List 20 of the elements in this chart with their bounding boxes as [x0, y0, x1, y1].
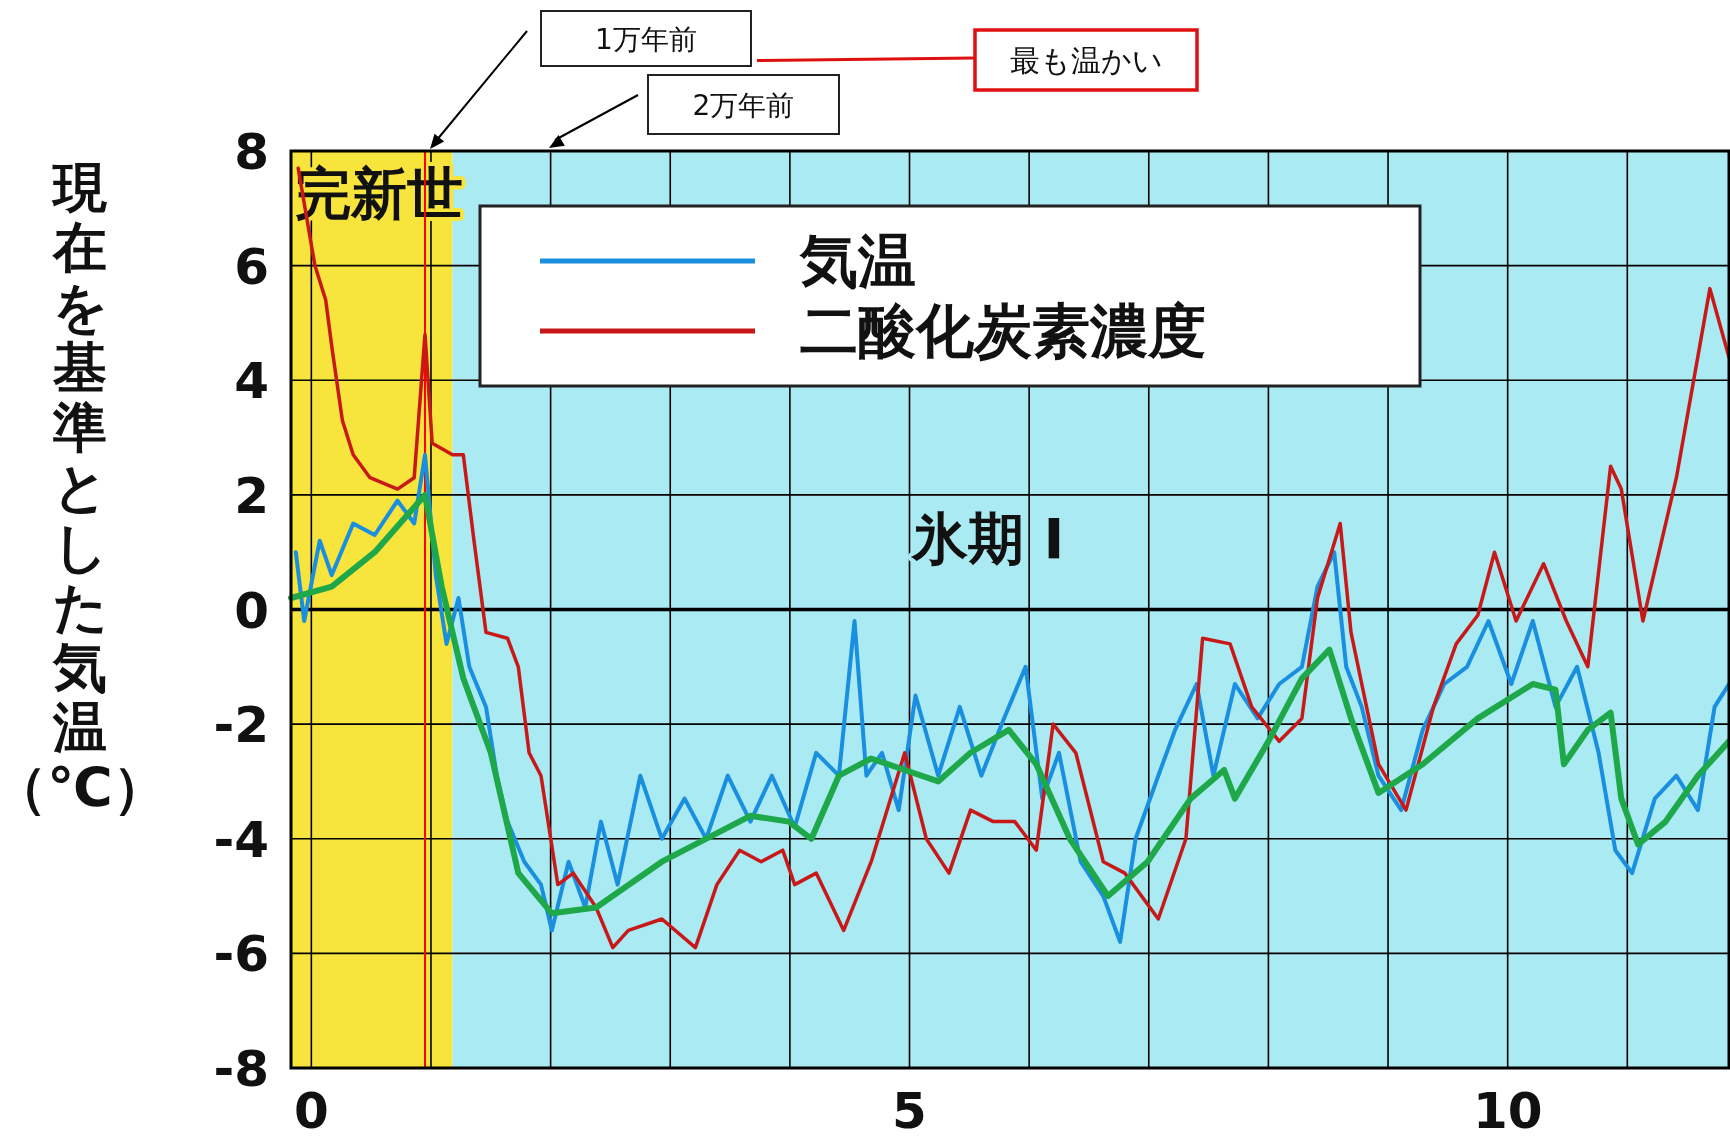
y-tick-label: 0	[234, 581, 269, 640]
text: 最も温かい	[1009, 43, 1163, 78]
y-tick-label: -2	[213, 696, 269, 755]
band-label: 氷期 I	[910, 506, 1065, 572]
text: 2万年前	[692, 88, 795, 122]
x-tick-label: 5	[892, 1082, 927, 1140]
legend-label: 二酸化炭素濃度	[800, 297, 1206, 365]
y-tick-label: 6	[234, 237, 269, 296]
y-tick-label: 2	[234, 466, 269, 525]
text: 現在を基準とした気温（℃）	[0, 156, 167, 819]
line-series	[296, 166, 1730, 950]
y-tick-label: 4	[234, 352, 269, 411]
text: 1万年前	[595, 22, 697, 56]
y-tick-label: -8	[213, 1040, 269, 1098]
y-tick-label: -6	[213, 925, 269, 984]
x-tick-label: 10	[1472, 1082, 1543, 1140]
x-tick-label: 0	[293, 1082, 329, 1140]
y-tick-label: -4	[213, 810, 269, 869]
legend-label: 気温	[799, 227, 916, 295]
y-tick-label: 8	[234, 123, 269, 181]
